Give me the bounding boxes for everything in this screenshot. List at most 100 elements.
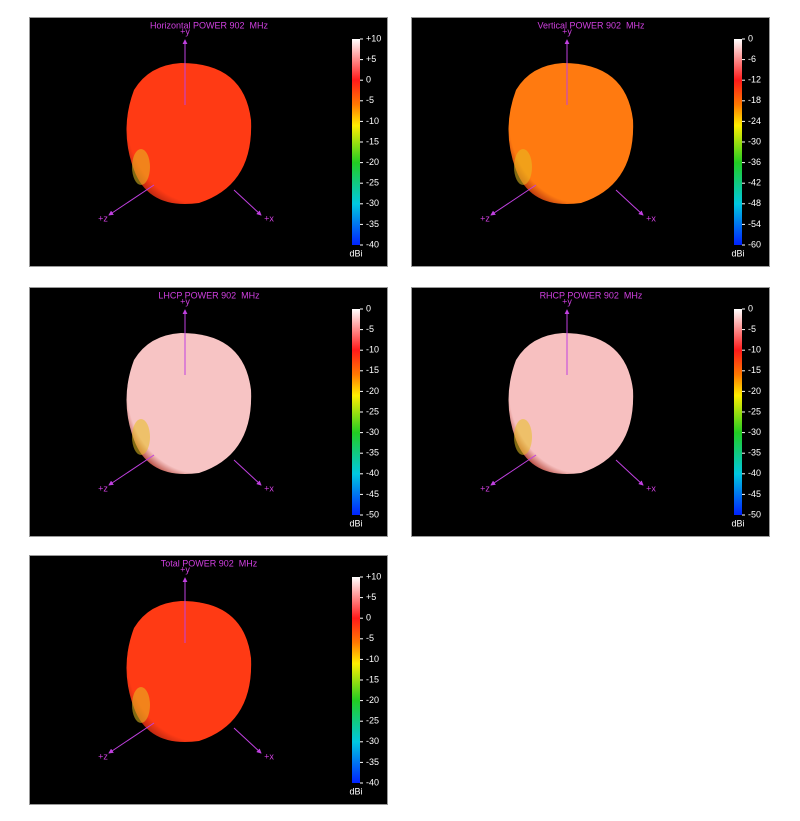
axis-label: +y	[562, 26, 572, 36]
colorbar-tick-label: 0	[748, 33, 753, 43]
colorbar-tick-label: -5	[366, 95, 374, 105]
panel: LHCP POWER 902 MHz+y +z +x 0 -5 -10 -15 -20 -25 -…	[29, 287, 388, 537]
colorbar-tick-label: -5	[366, 324, 374, 334]
colorbar-tick-label: -50	[366, 509, 379, 519]
colorbar-tick-label: -45	[748, 489, 761, 499]
colorbar-tick-label: +5	[366, 54, 376, 64]
axis-label: +x	[264, 751, 274, 761]
colorbar-tick-label: -40	[366, 239, 379, 249]
axis-z	[490, 184, 537, 216]
colorbar	[352, 39, 360, 245]
axis-z	[490, 454, 537, 486]
colorbar-tick-label: +10	[366, 33, 381, 43]
axis-z	[108, 184, 155, 216]
colorbar-tick-label: -54	[748, 219, 761, 229]
colorbar-tick-label: -20	[366, 157, 379, 167]
panel-title: LHCP POWER 902 MHz	[158, 290, 260, 300]
colorbar-tick-label: -48	[748, 198, 761, 208]
panel: RHCP POWER 902 MHz+y +z +x 0 -5 -10 -15 -20 -25 -…	[411, 287, 770, 537]
panel-title: Horizontal POWER 902 MHz	[150, 20, 269, 30]
colorbar-tick-label: -60	[748, 239, 761, 249]
colorbar-tick-label: -35	[748, 448, 761, 458]
axis-label: +x	[264, 483, 274, 493]
axis-label: +z	[480, 213, 490, 223]
colorbar-tick-label: -45	[366, 489, 379, 499]
pattern-shade	[132, 149, 150, 185]
colorbar-tick-label: -20	[366, 386, 379, 396]
colorbar-tick-label: -25	[366, 406, 379, 416]
colorbar-tick-label: -20	[748, 386, 761, 396]
pattern-shade	[132, 687, 150, 723]
colorbar-tick-label: -35	[366, 448, 379, 458]
colorbar-tick-label: -6	[748, 54, 756, 64]
axis-label: +y	[180, 296, 190, 306]
pattern-shade	[514, 149, 532, 185]
colorbar	[352, 577, 360, 783]
axis-label: +z	[98, 751, 108, 761]
panel: Total POWER 902 MHz+y +z +x +10 +5 0 -5 -10 -15 -…	[29, 555, 388, 805]
panel: Horizontal POWER 902 MHz+y +z +x +10 +5 0 -5 -1…	[29, 17, 388, 267]
colorbar-tick-label: -42	[748, 178, 761, 188]
colorbar-tick-label: -15	[366, 674, 379, 684]
colorbar-tick-label: -5	[366, 633, 374, 643]
pattern-surface	[126, 601, 252, 743]
colorbar-tick-label: -30	[366, 427, 379, 437]
colorbar-tick-label: 0	[748, 303, 753, 313]
colorbar-unit: dBi	[731, 518, 744, 528]
axis-x	[233, 727, 262, 754]
colorbar-tick-label: -35	[366, 219, 379, 229]
axis-x	[615, 189, 644, 216]
colorbar-tick-label: -24	[748, 116, 761, 126]
colorbar-tick-label: -10	[366, 116, 379, 126]
colorbar-tick-label: -10	[748, 345, 761, 355]
colorbar	[734, 309, 742, 515]
colorbar-tick-label: -30	[366, 736, 379, 746]
axis-label: +x	[264, 213, 274, 223]
colorbar-unit: dBi	[349, 248, 362, 258]
colorbar-tick-label: -35	[366, 757, 379, 767]
colorbar-tick-label: 0	[366, 303, 371, 313]
axis-x	[233, 189, 262, 216]
colorbar-tick-label: -40	[748, 468, 761, 478]
colorbar-tick-label: -40	[366, 468, 379, 478]
axis-label: +x	[646, 483, 656, 493]
colorbar-tick-label: +5	[366, 592, 376, 602]
axis-label: +z	[98, 483, 108, 493]
colorbar-tick-label: -30	[748, 427, 761, 437]
colorbar-tick-label: -25	[748, 406, 761, 416]
axis-z	[108, 722, 155, 754]
colorbar-tick-label: -40	[366, 777, 379, 787]
colorbar-tick-label: 0	[366, 75, 371, 85]
colorbar-unit: dBi	[349, 786, 362, 796]
colorbar-tick-label: -15	[366, 365, 379, 375]
colorbar-tick-label: -15	[748, 365, 761, 375]
colorbar-tick-label: -5	[748, 324, 756, 334]
colorbar-tick-label: -36	[748, 157, 761, 167]
colorbar-tick-label: -25	[366, 178, 379, 188]
colorbar-unit: dBi	[349, 518, 362, 528]
colorbar-unit: dBi	[731, 248, 744, 258]
axis-label: +y	[180, 26, 190, 36]
colorbar-tick-label: -30	[366, 198, 379, 208]
panel-title: Vertical POWER 902 MHz	[537, 20, 645, 30]
pattern-shade	[514, 419, 532, 455]
colorbar-tick-label: -20	[366, 695, 379, 705]
colorbar-tick-label: -50	[748, 509, 761, 519]
colorbar	[352, 309, 360, 515]
pattern-surface	[508, 63, 634, 205]
pattern-surface	[126, 63, 252, 205]
pattern-shade	[132, 419, 150, 455]
pattern-surface	[508, 333, 634, 475]
axis-x	[233, 459, 262, 486]
axis-z	[108, 454, 155, 486]
axis-label: +x	[646, 213, 656, 223]
axis-x	[615, 459, 644, 486]
axis-label: +y	[562, 296, 572, 306]
colorbar-tick-label: -10	[366, 654, 379, 664]
colorbar-tick-label: -30	[748, 136, 761, 146]
axis-label: +y	[180, 564, 190, 574]
colorbar-tick-label: 0	[366, 613, 371, 623]
colorbar	[734, 39, 742, 245]
axis-label: +z	[98, 213, 108, 223]
